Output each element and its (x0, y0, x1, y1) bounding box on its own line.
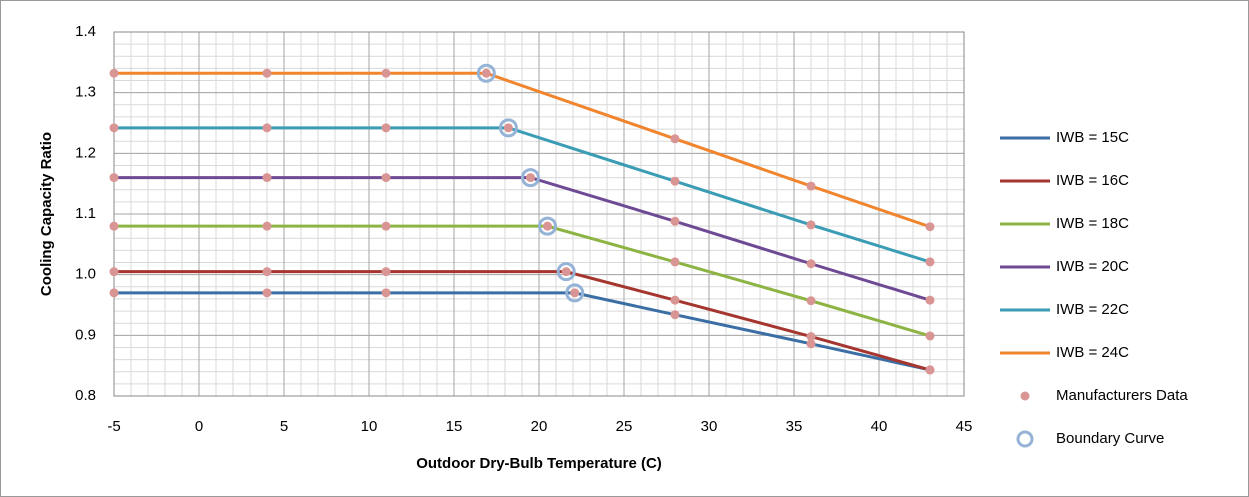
data-point (806, 259, 816, 269)
data-point (109, 123, 119, 133)
data-point (670, 134, 680, 144)
data-point (925, 222, 935, 232)
data-point (109, 173, 119, 183)
plot-frame (113, 31, 965, 397)
x-tick-label: 10 (361, 418, 378, 435)
data-point (381, 123, 391, 133)
data-point (481, 68, 491, 78)
data-point (806, 220, 816, 230)
data-point (925, 365, 935, 375)
legend-label: IWB = 20C (1056, 258, 1129, 275)
data-point (925, 331, 935, 341)
data-point (109, 288, 119, 298)
legend-label: Boundary Curve (1056, 430, 1164, 447)
data-point (806, 296, 816, 306)
boundary-point (556, 262, 576, 282)
data-point (262, 221, 272, 231)
legend-label: IWB = 24C (1056, 344, 1129, 361)
y-tick-label: 0.9 (75, 326, 96, 343)
data-point (262, 288, 272, 298)
legend-label: IWB = 15C (1056, 129, 1129, 146)
x-tick-label: 35 (786, 418, 803, 435)
boundary-point (521, 168, 540, 188)
data-point (543, 221, 552, 231)
boundary-point (498, 118, 518, 138)
data-point (806, 339, 816, 349)
data-point (670, 295, 680, 305)
data-point (806, 332, 816, 342)
legend-label: IWB = 22C (1056, 301, 1129, 318)
legend-swatch (1016, 430, 1034, 448)
boundary-point (538, 216, 557, 236)
data-point (670, 257, 680, 267)
legend-label: IWB = 16C (1056, 172, 1129, 189)
y-tick-label: 0.8 (75, 387, 96, 404)
data-point (109, 221, 119, 231)
data-point (381, 173, 391, 183)
data-point (109, 267, 119, 277)
data-point (670, 216, 680, 226)
x-tick-label: 40 (871, 418, 888, 435)
data-point (503, 123, 513, 133)
y-axis-title: Cooling Capacity Ratio (38, 132, 55, 296)
x-tick-label: 0 (195, 418, 203, 435)
data-point (262, 123, 272, 133)
y-tick-label: 1.4 (75, 23, 96, 40)
legend-label: IWB = 18C (1056, 215, 1129, 232)
data-point (670, 310, 680, 320)
data-point (381, 288, 391, 298)
x-tick-label: 20 (531, 418, 548, 435)
data-point (925, 295, 935, 305)
data-point (109, 68, 119, 78)
y-tick-label: 1.3 (75, 84, 96, 101)
data-point (262, 173, 272, 183)
data-point (526, 173, 535, 183)
data-point (806, 181, 816, 191)
y-tick-label: 1.0 (75, 266, 96, 283)
data-point (670, 176, 680, 186)
data-point (381, 68, 391, 78)
data-point (925, 257, 935, 267)
boundary-point (476, 63, 496, 83)
x-tick-label: 15 (446, 418, 463, 435)
legend-label: Manufacturers Data (1056, 387, 1188, 404)
data-point (262, 267, 272, 277)
x-axis-title: Outdoor Dry-Bulb Temperature (C) (416, 455, 662, 472)
x-tick-label: 30 (701, 418, 718, 435)
data-point (381, 221, 391, 231)
x-tick-label: -5 (107, 418, 120, 435)
data-point (561, 267, 571, 277)
legend-swatch (1020, 391, 1030, 401)
y-tick-label: 1.1 (75, 205, 96, 222)
x-tick-label: 45 (956, 418, 973, 435)
data-point (262, 68, 272, 78)
data-point (381, 267, 391, 277)
x-tick-label: 5 (280, 418, 288, 435)
x-tick-label: 25 (616, 418, 633, 435)
data-point (570, 288, 580, 298)
y-tick-label: 1.2 (75, 144, 96, 161)
boundary-point (565, 283, 585, 303)
